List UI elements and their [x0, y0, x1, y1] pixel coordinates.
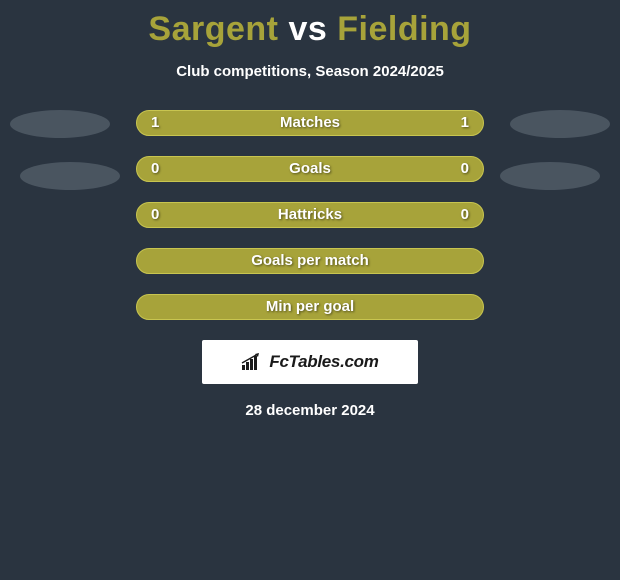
comparison-subtitle: Club competitions, Season 2024/2025 [0, 63, 620, 80]
comparison-chart: 1 Matches 1 0 Goals 0 0 Hattricks 0 Goal… [0, 110, 620, 419]
player-a-name: Sargent [148, 10, 278, 48]
stat-row: 0 Goals 0 [136, 156, 484, 182]
stat-value-right: 0 [461, 203, 469, 227]
stat-label: Goals [137, 157, 483, 181]
stat-rows-container: 1 Matches 1 0 Goals 0 0 Hattricks 0 Goal… [136, 110, 484, 320]
avatar-placeholder-right-2 [500, 162, 600, 190]
avatar-placeholder-left-2 [20, 162, 120, 190]
stat-row: Min per goal [136, 294, 484, 320]
source-badge-text: FcTables.com [269, 352, 378, 372]
stat-row: 0 Hattricks 0 [136, 202, 484, 228]
date-text: 28 december 2024 [0, 402, 620, 419]
stat-value-right: 1 [461, 111, 469, 135]
stat-label: Hattricks [137, 203, 483, 227]
avatar-placeholder-left-1 [10, 110, 110, 138]
stat-label: Goals per match [137, 249, 483, 273]
player-b-name: Fielding [337, 10, 471, 48]
bar-chart-icon [241, 353, 263, 371]
stat-row: 1 Matches 1 [136, 110, 484, 136]
stat-label: Min per goal [137, 295, 483, 319]
stat-label: Matches [137, 111, 483, 135]
stat-value-right: 0 [461, 157, 469, 181]
comparison-title: Sargent vs Fielding [0, 0, 620, 49]
vs-separator: vs [288, 10, 327, 48]
avatar-placeholder-right-1 [510, 110, 610, 138]
stat-row: Goals per match [136, 248, 484, 274]
source-badge: FcTables.com [202, 340, 418, 384]
